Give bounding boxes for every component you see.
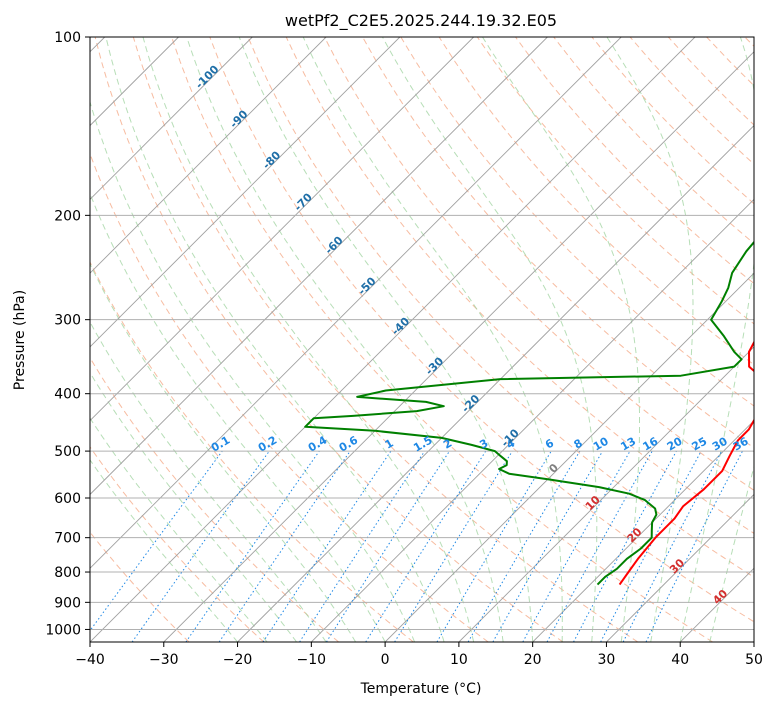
dry-adiabat — [476, 37, 754, 325]
mixing-ratio-line — [573, 450, 677, 642]
mixing-ratio-line — [262, 450, 392, 642]
dry-adiabat — [323, 37, 754, 491]
isotherm-line — [90, 37, 253, 200]
dry-adiabat — [90, 260, 414, 642]
y-tick-label: 100 — [54, 30, 81, 46]
mixing-ratio-line — [299, 450, 426, 642]
y-axis: 100 200 300 400 500 600 700 800 900 1000 — [45, 30, 90, 638]
mixing-ratio-line — [218, 450, 351, 642]
dry-adiabat — [247, 37, 754, 578]
moist-adiabat — [709, 464, 754, 642]
moist-adiabat — [679, 37, 754, 642]
x-tick-label: −10 — [297, 652, 327, 668]
y-tick-label: 800 — [54, 565, 81, 581]
chart-title: wetPf2_C2E5.2025.244.19.32.E05 — [285, 11, 557, 31]
isotherm-line — [90, 37, 327, 274]
y-tick-label: 500 — [54, 444, 81, 460]
isotherm-line — [237, 124, 754, 642]
thermo-lines — [90, 37, 754, 642]
x-axis: −40 −30 −20 −10 0 10 20 30 40 50 — [75, 642, 763, 668]
y-tick-label: 1000 — [45, 622, 81, 638]
moist-adiabat — [238, 37, 534, 642]
dry-adiabat — [94, 37, 564, 642]
dry-adiabat — [209, 37, 754, 623]
plot-frame — [89, 36, 755, 643]
moist-adiabat — [142, 37, 475, 642]
isotherm-line — [90, 37, 696, 642]
y-tick-label: 300 — [54, 313, 81, 329]
y-tick-label: 600 — [54, 491, 81, 507]
mixing-ratio-line — [522, 450, 631, 642]
x-tick-label: 50 — [745, 652, 763, 668]
y-axis-label: Pressure (hPa) — [12, 290, 28, 390]
moist-adiabat — [90, 371, 297, 642]
x-tick-label: −30 — [149, 652, 179, 668]
dry-adiabat — [438, 37, 754, 366]
y-tick-label: 700 — [54, 531, 81, 547]
dry-adiabat — [90, 356, 339, 642]
mixing-ratio-line — [185, 450, 320, 642]
moist-adiabat — [90, 192, 386, 642]
moist-adiabat — [90, 417, 268, 642]
y-tick-label: 900 — [54, 595, 81, 611]
isotherm-line — [163, 51, 754, 642]
x-tick-label: 10 — [450, 652, 468, 668]
isotherm-line — [606, 493, 754, 642]
mixing-ratio-line — [645, 450, 743, 642]
isotherm-line — [384, 272, 754, 642]
x-tick-label: −40 — [75, 652, 105, 668]
moist-adiabat — [90, 321, 327, 642]
mixing-ratio-line — [90, 450, 223, 632]
moist-adiabat — [482, 37, 640, 642]
dry-adiabat — [90, 446, 265, 642]
isotherm-line — [311, 198, 754, 642]
moist-adiabat — [606, 37, 694, 642]
x-tick-label: 40 — [671, 652, 689, 668]
isotherm-line — [532, 420, 754, 642]
isotherm-line — [90, 37, 548, 496]
mixing-ratio-line — [546, 450, 653, 642]
temperature-profile-line — [618, 340, 754, 586]
x-tick-label: 30 — [598, 652, 616, 668]
mixing-ratio-line — [325, 450, 450, 642]
moist-adiabat — [105, 37, 445, 642]
x-tick-label: 0 — [381, 652, 390, 668]
y-tick-label: 200 — [54, 208, 81, 224]
moist-adiabat — [302, 37, 563, 642]
x-tick-label: 20 — [524, 652, 542, 668]
dry-adiabat — [132, 37, 639, 642]
moist-adiabat — [90, 262, 357, 642]
isotherm-line — [458, 346, 754, 642]
moist-adiabat — [186, 37, 504, 642]
dry-adiabat — [171, 37, 713, 642]
x-tick-label: −20 — [223, 652, 253, 668]
isotherm-line — [90, 37, 474, 422]
profiles — [304, 240, 754, 586]
moist-adiabat — [90, 459, 238, 642]
mixing-ratio-line — [394, 450, 513, 642]
y-tick-label: 400 — [54, 387, 81, 403]
dewpoint-profile-line — [304, 240, 754, 586]
isotherm-line — [90, 37, 622, 569]
dry-adiabat — [285, 37, 754, 535]
isotherm-line — [90, 37, 401, 348]
mixing-ratio-line — [131, 450, 270, 642]
dry-adiabat — [515, 37, 754, 285]
x-axis-label: Temperature (°C) — [360, 681, 482, 697]
